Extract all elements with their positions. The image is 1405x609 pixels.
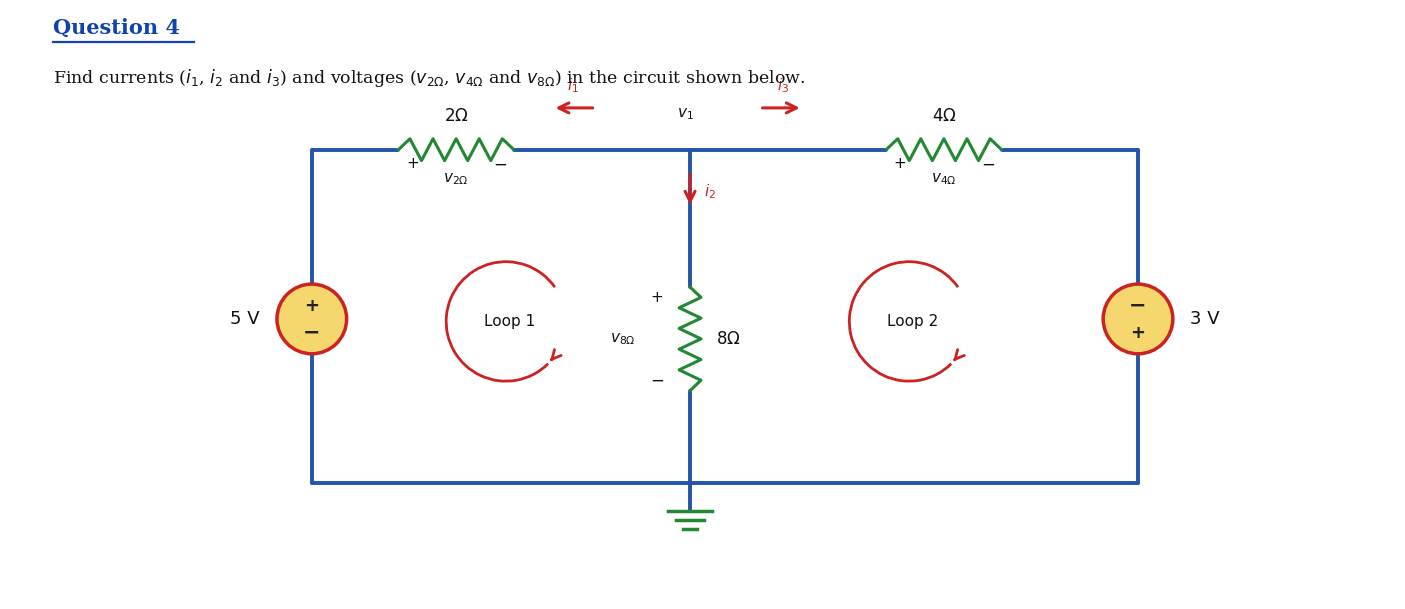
- Text: $i_1$: $i_1$: [566, 76, 579, 95]
- Text: 5 V: 5 V: [230, 310, 260, 328]
- Text: +: +: [406, 156, 419, 171]
- Text: 8$\Omega$: 8$\Omega$: [717, 330, 740, 348]
- Text: +: +: [1131, 324, 1145, 342]
- Text: −: −: [651, 371, 665, 390]
- Text: 3 V: 3 V: [1190, 310, 1220, 328]
- Text: $v_{8\Omega}$: $v_{8\Omega}$: [610, 331, 635, 347]
- Text: Loop 2: Loop 2: [888, 314, 939, 329]
- Circle shape: [1103, 284, 1173, 354]
- Text: Loop 1: Loop 1: [485, 314, 535, 329]
- Text: $i_2$: $i_2$: [704, 182, 717, 201]
- Text: Question 4: Question 4: [53, 18, 180, 38]
- Text: Find currents ($i_1$, $i_2$ and $i_3$) and voltages ($v_{2\Omega}$, $v_{4\Omega}: Find currents ($i_1$, $i_2$ and $i_3$) a…: [53, 67, 805, 89]
- Circle shape: [277, 284, 347, 354]
- Text: −: −: [981, 156, 995, 174]
- Text: −: −: [493, 156, 507, 174]
- Text: $i_3$: $i_3$: [777, 76, 788, 95]
- Text: −: −: [303, 323, 320, 343]
- Text: $v_{2\Omega}$: $v_{2\Omega}$: [444, 172, 469, 188]
- Text: +: +: [894, 156, 906, 171]
- Text: +: +: [651, 289, 663, 304]
- Text: 4$\Omega$: 4$\Omega$: [932, 107, 957, 125]
- Text: 2$\Omega$: 2$\Omega$: [444, 107, 468, 125]
- Text: +: +: [305, 297, 319, 315]
- Text: $v_1$: $v_1$: [677, 106, 694, 122]
- Text: −: −: [1130, 296, 1146, 316]
- Text: $v_{4\Omega}$: $v_{4\Omega}$: [932, 172, 957, 188]
